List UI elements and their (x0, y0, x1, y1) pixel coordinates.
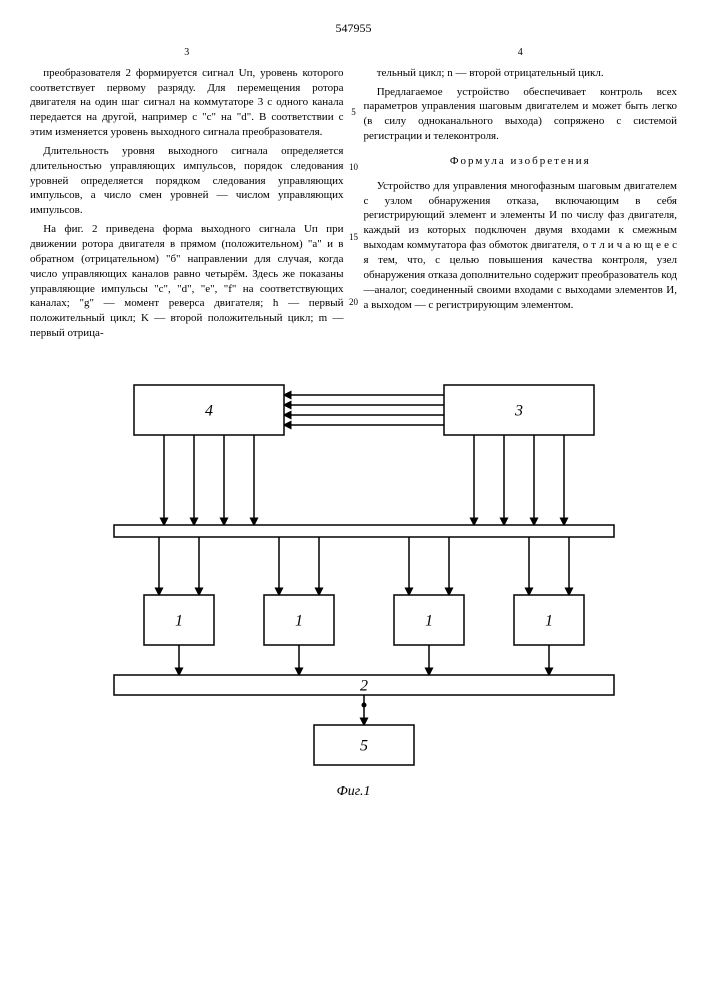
line-marker-5: 5 (346, 106, 362, 118)
svg-text:1: 1 (295, 612, 303, 629)
formula-text: Устройство для управления многофазным ша… (364, 179, 678, 313)
line-marker-20: 20 (346, 296, 362, 308)
left-para-1: преобразователя 2 формируется сигнал Uп,… (30, 66, 344, 140)
col-num-left: 3 (30, 46, 344, 60)
left-para-3: На фиг. 2 приведена форма выходного сигн… (30, 222, 344, 341)
svg-text:2: 2 (360, 677, 368, 694)
line-marker-15: 15 (346, 231, 362, 243)
left-para-2: Длительность уровня выходного сигнала оп… (30, 144, 344, 218)
right-column: 4 тельный цикл; n — второй отрицательный… (364, 46, 678, 345)
diagram-svg: 4 3 1 1 1 1 2 5 (74, 375, 634, 775)
svg-text:5: 5 (360, 737, 368, 754)
svg-text:3: 3 (514, 402, 523, 419)
block-diagram: 4 3 1 1 1 1 2 5 (30, 375, 677, 775)
figure-label: Фиг.1 (30, 783, 677, 802)
svg-text:1: 1 (545, 612, 553, 629)
svg-text:1: 1 (425, 612, 433, 629)
line-marker-10: 10 (346, 161, 362, 173)
col-num-right: 4 (364, 46, 678, 60)
svg-text:1: 1 (175, 612, 183, 629)
left-column: 3 преобразователя 2 формируется сигнал U… (30, 46, 344, 345)
svg-text:4: 4 (205, 402, 213, 419)
patent-number: 547955 (30, 20, 677, 36)
formula-title: Формула изобретения (364, 154, 678, 169)
right-para-2: Предлагаемое устройство обеспечивает кон… (364, 85, 678, 144)
right-para-1: тельный цикл; n — второй отрицательный ц… (364, 66, 678, 81)
